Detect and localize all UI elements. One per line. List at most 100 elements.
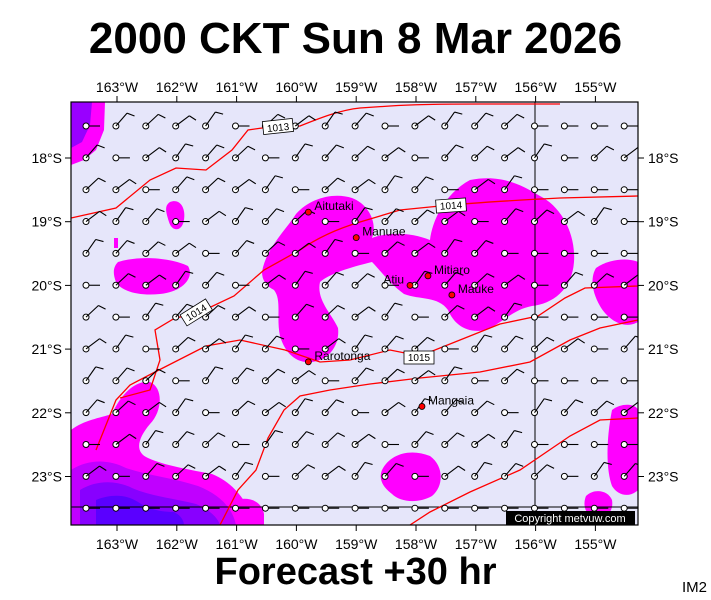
- wind-barb: [590, 186, 609, 194]
- wind-barb: [351, 273, 375, 289]
- wind-barb: [202, 409, 220, 417]
- wind-barb: [172, 377, 190, 385]
- wind-barb: [291, 186, 310, 194]
- map-frame: [70, 101, 639, 526]
- wind-barb: [411, 370, 436, 385]
- wind-barb: [261, 274, 286, 289]
- wind-barb: [172, 176, 195, 194]
- wind-barb: [441, 366, 463, 385]
- wind-barb: [232, 441, 250, 448]
- wind-barb: [560, 441, 579, 448]
- wind-barb: [531, 398, 553, 417]
- wind-barb: [232, 306, 257, 321]
- wind-barb: [321, 218, 340, 226]
- wind-barb: [82, 238, 104, 257]
- wind-barb: [232, 179, 257, 194]
- wind-barb: [82, 144, 105, 162]
- wind-barb: [202, 144, 225, 162]
- place-markers: Aitutaki Manuae Mitiaro Atiu Mauke Rarotonga M…: [304, 199, 494, 410]
- rain-area-central: [262, 178, 575, 363]
- wind-barb: [351, 112, 374, 130]
- wind-barb: [321, 338, 346, 353]
- wind-barb: [381, 122, 399, 130]
- lon-label-bottom: 159°W: [335, 536, 378, 552]
- wind-barb: [441, 271, 464, 289]
- wind-barb: [381, 368, 405, 385]
- lon-label-top: 158°W: [395, 79, 438, 95]
- wind-barb: [381, 175, 403, 194]
- wind-barb: [501, 113, 525, 130]
- wind-barb: [291, 345, 310, 353]
- wind-barb: [142, 241, 166, 257]
- wind-barb: [620, 463, 638, 480]
- wind-barb: [590, 249, 609, 257]
- wind-barb: [590, 122, 609, 130]
- lat-label-left: 20°S: [31, 277, 62, 293]
- lon-label-top: 159°W: [335, 79, 378, 95]
- wind-barb: [261, 241, 286, 257]
- wind-barb: [291, 270, 313, 289]
- wind-barb: [112, 273, 136, 289]
- wind-barb: [202, 338, 227, 353]
- wind-barb: [291, 398, 313, 417]
- wind-barb: [351, 179, 376, 194]
- wind-barb: [471, 218, 489, 226]
- wind-barb: [172, 143, 194, 162]
- wind-barb: [261, 313, 280, 321]
- wind-barb: [560, 249, 579, 257]
- wind-barb: [321, 238, 343, 257]
- wind-barb: [112, 504, 130, 512]
- svg-text:1013: 1013: [267, 122, 291, 135]
- isobar-1016: [219, 319, 638, 525]
- lon-label-bottom: 160°W: [275, 536, 318, 552]
- wind-barb: [471, 504, 489, 512]
- wind-barb: [531, 281, 549, 289]
- wind-barb: [202, 177, 226, 194]
- wind-barb: [531, 249, 549, 257]
- wind-barb: [232, 461, 254, 480]
- wind-barb: [351, 433, 376, 448]
- wind-barb: [291, 143, 313, 162]
- wind-barb: [321, 465, 346, 480]
- wind-barb: [232, 400, 256, 417]
- wind-barb: [321, 305, 346, 321]
- place-marker: Atiu: [383, 272, 414, 289]
- wind-barb: [471, 306, 496, 321]
- wind-barb: [112, 240, 135, 257]
- wind-barb: [142, 274, 167, 289]
- wind-barb: [261, 430, 284, 448]
- wind-barb: [560, 377, 579, 385]
- lon-label-bottom: 158°W: [395, 536, 438, 552]
- wind-barb: [531, 464, 555, 480]
- wind-barb: [590, 345, 609, 353]
- wind-barb: [381, 241, 405, 257]
- wind-barb: [82, 366, 104, 385]
- wind-barb: [381, 281, 399, 289]
- wind-barb: [501, 302, 523, 321]
- rain-area-small-2: [113, 258, 190, 295]
- wind-barb: [321, 504, 340, 512]
- wind-barb: [172, 303, 195, 321]
- lon-label-top: 163°W: [96, 79, 139, 95]
- wind-barb: [142, 208, 165, 226]
- copyright-text: Copyright metvuw.com: [514, 513, 625, 525]
- wind-barb: [112, 472, 130, 480]
- wind-barb: [531, 377, 549, 385]
- lat-label-right: 19°S: [648, 214, 679, 230]
- lat-label-left: 23°S: [31, 469, 62, 485]
- wind-barb-grid: [82, 111, 638, 512]
- wind-barb: [501, 147, 526, 162]
- place-dot: [424, 272, 432, 280]
- wind-barb: [351, 249, 370, 257]
- wind-barb: [501, 504, 519, 512]
- wind-barb: [441, 238, 463, 257]
- wind-barb: [321, 432, 346, 448]
- wind-barb: [590, 145, 615, 162]
- place-label: Mitiaro: [434, 263, 470, 277]
- place-label: Mangaia: [428, 393, 474, 407]
- wind-barb: [82, 122, 100, 130]
- wind-barb: [441, 345, 459, 353]
- wind-barb: [261, 208, 285, 226]
- lon-label-top: 161°W: [216, 79, 259, 95]
